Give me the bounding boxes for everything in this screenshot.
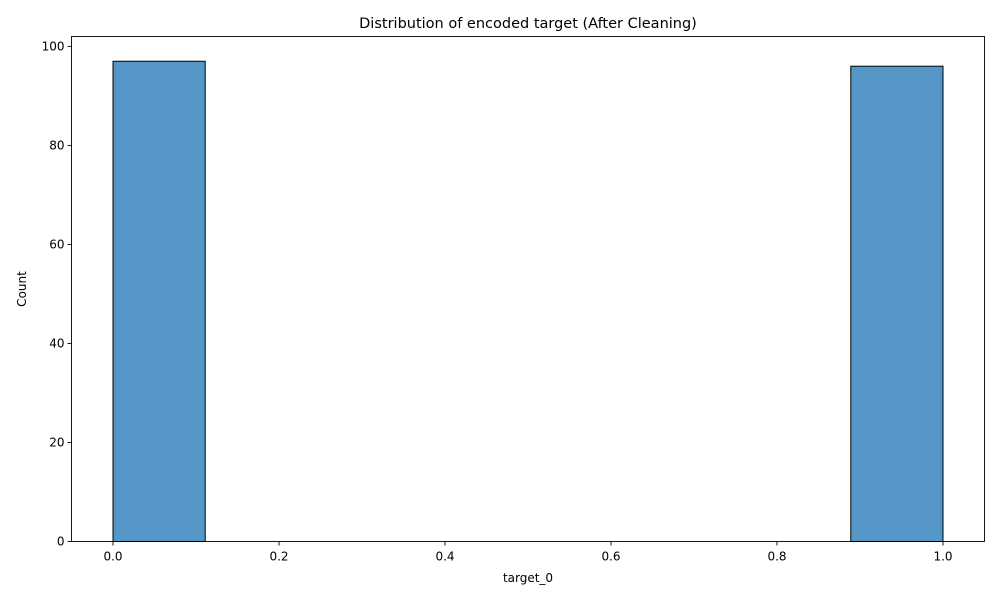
histogram-bar [112,60,206,542]
y-axis-ticks: 0 20 40 60 80 100 [42,39,72,549]
x-tick-label: 1.0 [933,550,952,564]
plot-frame [71,36,985,542]
x-tick-label: 0.6 [601,550,620,564]
x-axis-label: target_0 [503,571,553,585]
y-tick-label: 80 [49,138,64,152]
x-axis-ticks: 0.0 0.2 0.4 0.6 0.8 1.0 [103,541,953,564]
y-axis-label: Count [15,271,29,307]
y-tick-label: 40 [49,336,64,350]
x-tick-label: 0.8 [767,550,786,564]
chart-title: Distribution of encoded target (After Cl… [359,16,697,32]
bars-group [112,60,944,543]
y-tick-label: 60 [49,237,64,251]
x-tick-label: 0.4 [435,550,454,564]
y-tick-label: 20 [49,435,64,449]
x-tick-label: 0.2 [269,550,288,564]
y-tick-label: 100 [42,39,65,53]
y-tick-label: 0 [57,535,65,549]
x-tick-label: 0.0 [103,550,122,564]
histogram-bar [850,65,944,543]
